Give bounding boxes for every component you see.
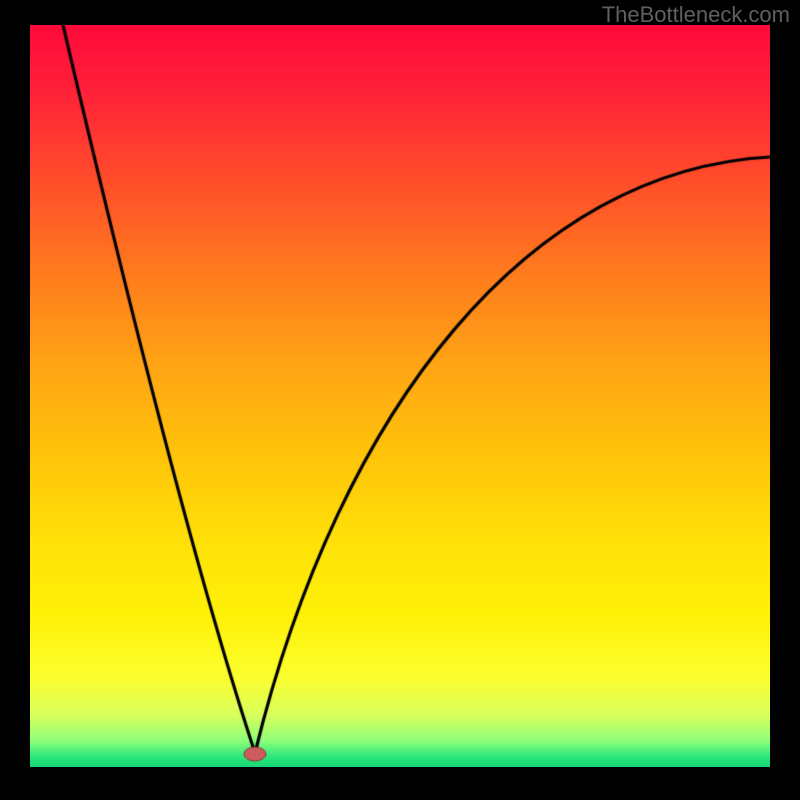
plot-area-wrapper (30, 25, 770, 767)
chart-stage: TheBottleneck.com (0, 0, 800, 800)
bottleneck-curve-chart (30, 25, 770, 767)
